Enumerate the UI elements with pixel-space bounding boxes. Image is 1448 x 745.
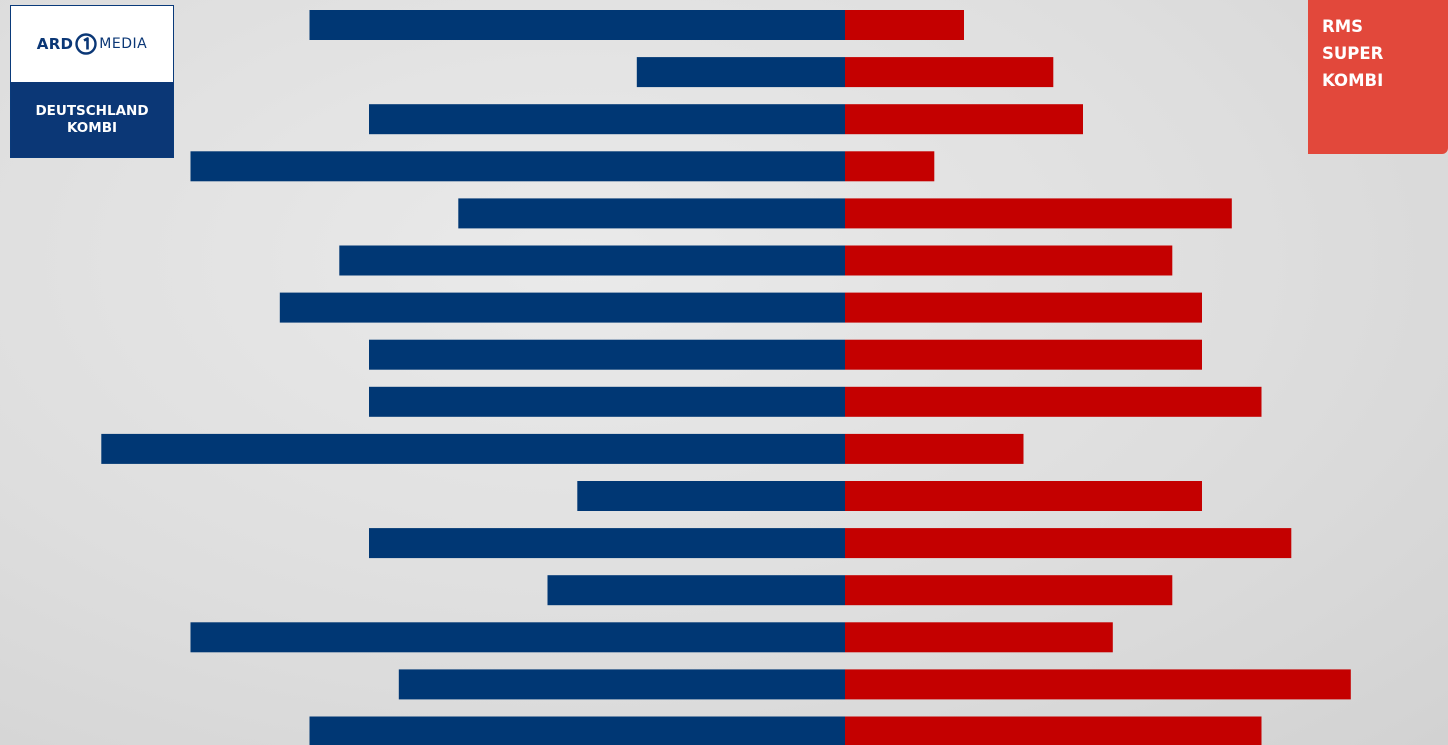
bar-left-14	[190, 622, 845, 653]
bar-right-2	[845, 57, 1054, 88]
bar-right-10	[845, 433, 1024, 464]
media-brand-text: MEDIA	[99, 36, 148, 52]
ard-media-deutschland-kombi-logo: ARD MEDIA DEUTSCHLAND KOMBI	[10, 5, 174, 158]
bar-right-9	[845, 386, 1262, 417]
bar-right-6	[845, 245, 1173, 276]
bar-left-7	[279, 292, 846, 323]
bar-left-8	[369, 339, 845, 370]
bar-right-4	[845, 151, 935, 182]
bar-left-4	[190, 151, 845, 182]
bar-left-5	[458, 198, 846, 229]
bar-right-16	[845, 716, 1262, 745]
bar-left-2	[636, 57, 846, 88]
bar-left-13	[547, 575, 845, 606]
bar-left-10	[101, 433, 846, 464]
bar-right-12	[845, 528, 1292, 559]
ard-brand-text: ARD	[36, 35, 74, 53]
bar-left-1	[309, 10, 845, 40]
bar-right-5	[845, 198, 1232, 229]
rms-super-kombi-logo: RMS SUPER KOMBI	[1308, 0, 1448, 154]
bar-right-14	[845, 622, 1113, 653]
bar-right-11	[845, 481, 1202, 511]
bar-right-3	[845, 104, 1083, 135]
bar-left-15	[398, 669, 846, 700]
bar-left-9	[369, 386, 845, 417]
deutschland-kombi-label: DEUTSCHLAND KOMBI	[11, 82, 173, 157]
rms-super-kombi-line1: RMS	[1322, 17, 1364, 36]
bar-right-8	[845, 339, 1202, 370]
bar-right-13	[845, 575, 1173, 606]
deutschland-kombi-line1: DEUTSCHLAND	[35, 102, 149, 119]
bar-right-7	[845, 292, 1202, 323]
bar-right-1	[845, 10, 964, 40]
ard-media-brand: ARD MEDIA	[11, 6, 173, 82]
bar-left-11	[577, 481, 846, 511]
bar-right-15	[845, 669, 1351, 700]
bar-left-6	[339, 245, 846, 276]
bar-left-16	[309, 716, 845, 745]
bar-left-12	[369, 528, 845, 559]
ard-one-icon	[75, 33, 97, 55]
deutschland-kombi-line2: KOMBI	[66, 119, 118, 136]
rms-super-kombi-line3: KOMBI	[1322, 71, 1384, 90]
bar-left-3	[369, 104, 845, 135]
rms-super-kombi-line2: SUPER	[1322, 44, 1384, 63]
